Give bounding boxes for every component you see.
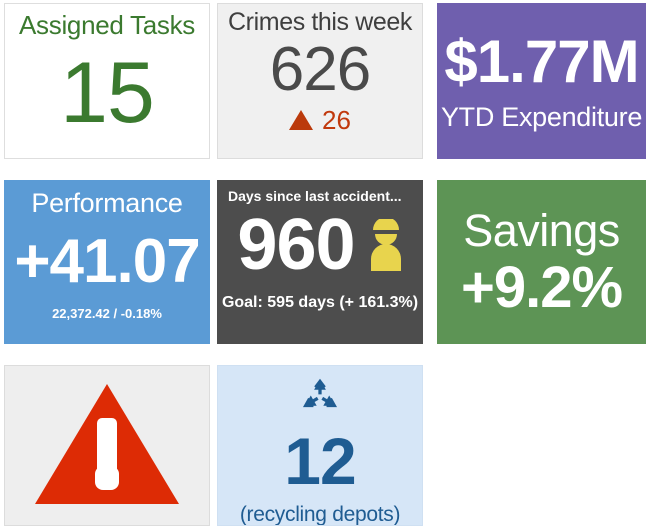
expenditure-subtitle: YTD Expenditure: [440, 101, 643, 132]
tile-days-since-last-accident[interactable]: Days since last accident... 960 Goal: 59…: [217, 180, 423, 344]
crimes-delta-value: 26: [322, 105, 351, 135]
triangle-up-icon: [289, 110, 314, 130]
accident-title: Days since last accident...: [228, 188, 402, 204]
performance-value: +41.07: [14, 227, 200, 296]
recycling-value: 12: [284, 424, 356, 498]
tile-recycling-depots[interactable]: 12 (recycling depots): [217, 365, 423, 526]
crimes-delta: 26: [289, 107, 351, 133]
tile-warning-alert[interactable]: [4, 365, 210, 526]
accident-goal: Goal: 595 days (+ 161.3%): [221, 294, 419, 311]
performance-title: Performance: [31, 188, 183, 218]
tile-savings[interactable]: Savings +9.2%: [437, 180, 646, 344]
savings-value: +9.2%: [460, 254, 623, 320]
recycling-icon: [299, 376, 341, 422]
expenditure-value: $1.77M: [444, 27, 639, 95]
accident-value-row: 960: [237, 209, 402, 281]
tile-performance[interactable]: Performance +41.07 22,372.42 / -0.18%: [4, 180, 210, 344]
tile-crimes-this-week[interactable]: Crimes this week 626 26: [217, 3, 423, 159]
tile-assigned-tasks[interactable]: Assigned Tasks 15: [4, 3, 210, 159]
crimes-value: 626: [269, 35, 371, 104]
recycling-caption: (recycling depots): [239, 503, 401, 526]
construction-worker-icon: [369, 219, 403, 271]
tile-ytd-expenditure[interactable]: $1.77M YTD Expenditure: [437, 3, 646, 159]
assigned-tasks-value: 15: [60, 45, 155, 141]
crimes-title: Crimes this week: [228, 8, 412, 36]
accident-value: 960: [237, 205, 355, 285]
savings-title: Savings: [463, 204, 620, 256]
warning-triangle-icon: [33, 380, 181, 512]
assigned-tasks-title: Assigned Tasks: [19, 10, 195, 40]
performance-footnote: 22,372.42 / -0.18%: [52, 306, 162, 321]
